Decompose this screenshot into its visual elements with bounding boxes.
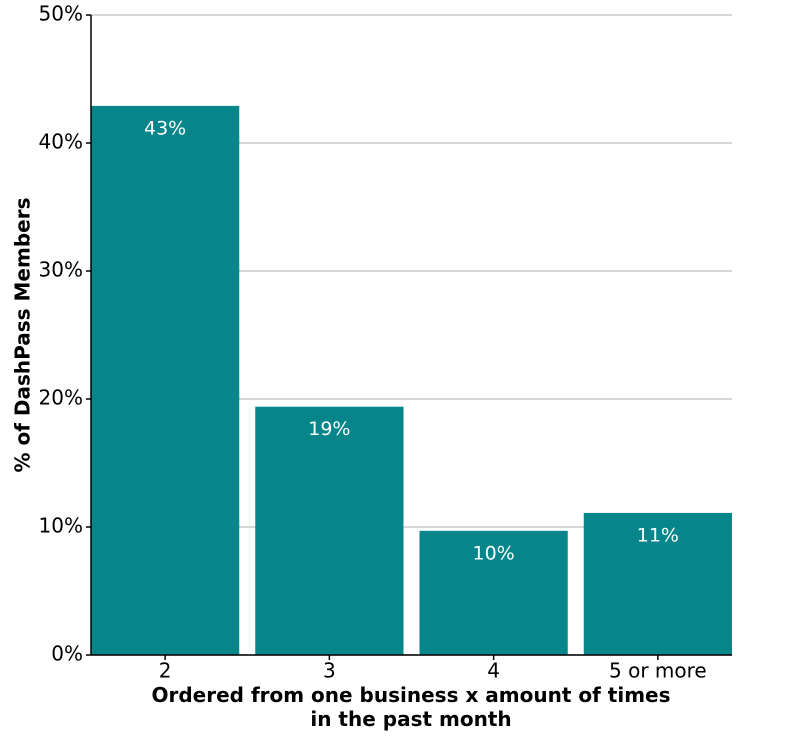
bar <box>255 406 404 655</box>
x-tick-label: 3 <box>323 659 336 683</box>
y-tick-label: 40% <box>39 130 83 154</box>
y-tick-label: 30% <box>39 258 83 282</box>
value-label: 10% <box>473 542 515 564</box>
x-tick-label: 4 <box>487 659 500 683</box>
y-axis-title: % of DashPass Members <box>11 198 35 473</box>
value-label: 19% <box>308 418 350 440</box>
x-tick-label: 2 <box>159 659 172 683</box>
y-tick-label: 10% <box>39 514 83 538</box>
value-label: 11% <box>637 524 679 546</box>
value-label: 43% <box>144 117 186 139</box>
y-tick-label: 0% <box>51 642 83 666</box>
x-axis-title: Ordered from one business x amount of ti… <box>151 683 671 731</box>
bar <box>419 530 568 655</box>
y-tick-label: 20% <box>39 386 83 410</box>
bar <box>583 512 732 655</box>
bar <box>91 105 240 655</box>
x-tick-label: 5 or more <box>609 659 707 683</box>
y-tick-label: 50% <box>39 2 83 26</box>
